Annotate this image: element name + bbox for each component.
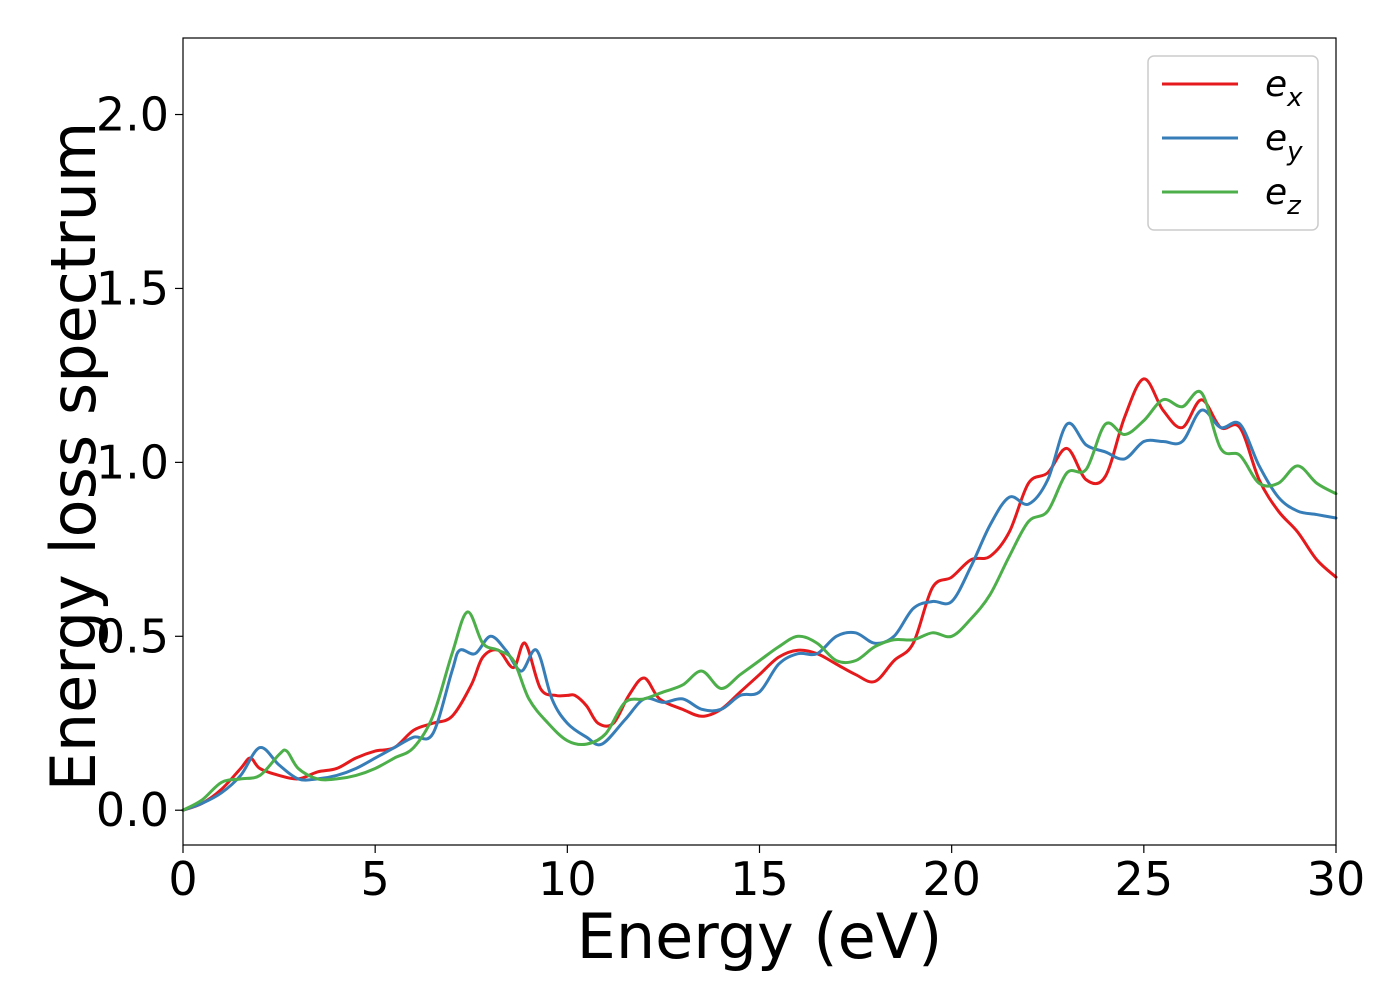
legend-label-e-x: ex bbox=[1265, 64, 1303, 113]
x-tick-label: 0 bbox=[168, 852, 197, 906]
series-layer bbox=[181, 377, 1338, 812]
legend-label-base: e bbox=[1265, 118, 1287, 159]
y-axis: 0.0 0.5 1.0 1.5 2.0 bbox=[96, 88, 183, 837]
x-tick-label: 20 bbox=[922, 852, 981, 906]
y-tick-label: 1.5 bbox=[96, 261, 169, 315]
x-tick-label: 25 bbox=[1115, 852, 1174, 906]
legend-box bbox=[1147, 55, 1319, 231]
legend-label-subscript: x bbox=[1286, 83, 1303, 113]
x-tick-label: 5 bbox=[361, 852, 390, 906]
y-axis-title: Energy loss spectrum bbox=[37, 122, 110, 792]
legend-label-base: e bbox=[1265, 172, 1287, 213]
x-axis: 0 5 10 15 20 25 30 bbox=[168, 845, 1365, 906]
legend-label-e-y: ey bbox=[1265, 118, 1303, 167]
x-tick-label: 10 bbox=[538, 852, 597, 906]
y-tick-label: 0.0 bbox=[96, 783, 169, 837]
y-tick-label: 0.5 bbox=[96, 609, 169, 663]
y-tick-label: 2.0 bbox=[96, 88, 169, 142]
series-line-e-x bbox=[181, 377, 1338, 812]
legend-label-subscript: z bbox=[1286, 191, 1302, 221]
x-tick-label: 15 bbox=[730, 852, 789, 906]
series-line-e-z bbox=[181, 389, 1338, 812]
legend-label-subscript: y bbox=[1286, 137, 1303, 167]
legend-label-base: e bbox=[1265, 64, 1287, 105]
x-axis-title: Energy (eV) bbox=[577, 900, 943, 973]
x-tick-label: 30 bbox=[1307, 852, 1366, 906]
legend-label-e-z: ez bbox=[1265, 172, 1302, 221]
y-tick-label: 1.0 bbox=[96, 435, 169, 489]
series-line-e-y bbox=[181, 408, 1338, 812]
